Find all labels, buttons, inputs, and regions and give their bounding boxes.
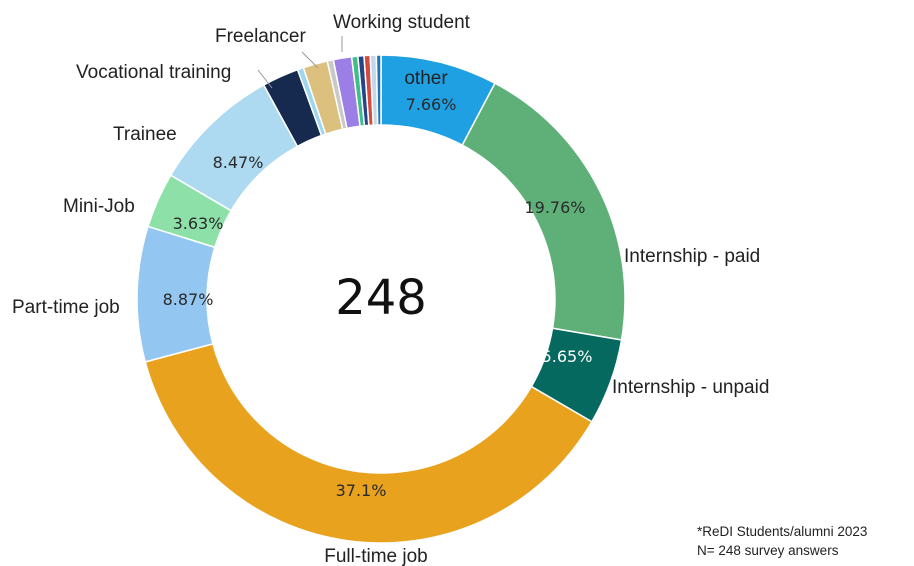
category-label-working-student: Working student	[333, 12, 471, 33]
value-label-3: 37.1%	[336, 481, 387, 500]
value-label-5: 3.63%	[173, 214, 224, 233]
slice-minor-16	[375, 54, 382, 126]
category-label-trainee: Trainee	[113, 124, 177, 145]
leader-line-7	[257, 69, 273, 89]
leader-line-9	[301, 51, 319, 69]
value-label-6: 8.47%	[213, 153, 264, 172]
leader-lines-group	[257, 36, 343, 89]
labels-group: 7.66% other 19.76% Internship - paid 5.65% In…	[12, 12, 769, 566]
category-label-other: other	[404, 68, 448, 89]
category-label-part-time-job: Part-time job	[12, 297, 120, 318]
category-label-mini-job: Mini-Job	[63, 196, 135, 217]
source-footnote: *ReDI Students/alumni 2023 N= 248 survey…	[697, 522, 867, 560]
value-label-1: 19.76%	[524, 198, 585, 217]
value-label-2: 5.65%	[542, 347, 593, 366]
center-total-label: 248	[335, 270, 427, 326]
category-label-vocational-training: Vocational training	[76, 62, 231, 83]
value-label-0: 7.66%	[406, 95, 457, 114]
category-label-full-time-job: Full-time job	[324, 546, 427, 566]
category-label-internship-unpaid: Internship - unpaid	[612, 377, 769, 398]
category-label-internship-paid: Internship - paid	[624, 246, 760, 267]
slices-group	[136, 54, 626, 544]
footnote-line-1: *ReDI Students/alumni 2023	[697, 524, 868, 539]
value-label-4: 8.87%	[163, 290, 214, 309]
slice-full-time-job	[144, 342, 593, 544]
category-label-freelancer: Freelancer	[215, 26, 306, 47]
footnote-line-2: N= 248 survey answers	[697, 543, 839, 558]
